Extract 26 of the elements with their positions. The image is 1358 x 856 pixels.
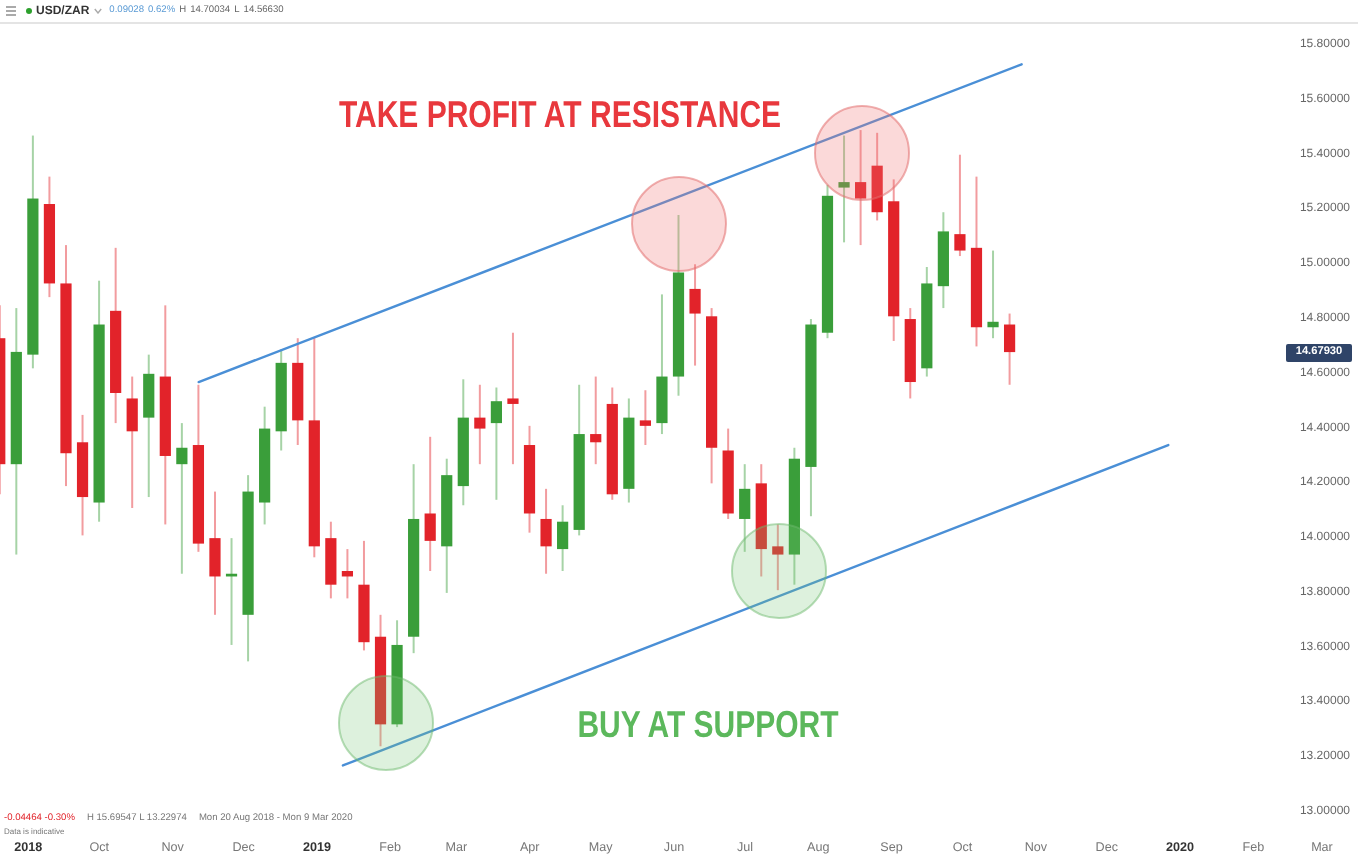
- candlestick: [474, 383, 486, 466]
- annotation: TAKE PROFIT AT RESISTANCE: [338, 94, 782, 138]
- candlestick: [772, 523, 784, 592]
- candlestick: [639, 389, 651, 447]
- candlestick: [871, 131, 883, 222]
- candlestick: [656, 293, 668, 436]
- candlestick: [341, 548, 354, 600]
- candlestick: [689, 263, 701, 367]
- candlestick: [1003, 312, 1016, 386]
- candlestick: [126, 375, 138, 510]
- candlestick: [176, 422, 188, 575]
- candlestick: [838, 134, 850, 244]
- candlestick: [490, 386, 502, 501]
- candlestick: [557, 504, 569, 572]
- candlestick: [143, 353, 155, 499]
- candlestick: [954, 153, 966, 258]
- candlestick: [507, 331, 519, 466]
- candlestick: [590, 375, 602, 466]
- annotation: BUY AT SUPPORT: [577, 704, 839, 748]
- candlestick: [424, 435, 436, 572]
- candlestick: [987, 249, 999, 340]
- candlestick: [325, 520, 337, 600]
- candlestick: [209, 490, 221, 616]
- candlestick: [540, 487, 552, 575]
- candlestick: [855, 129, 867, 247]
- candlestick: [739, 463, 751, 553]
